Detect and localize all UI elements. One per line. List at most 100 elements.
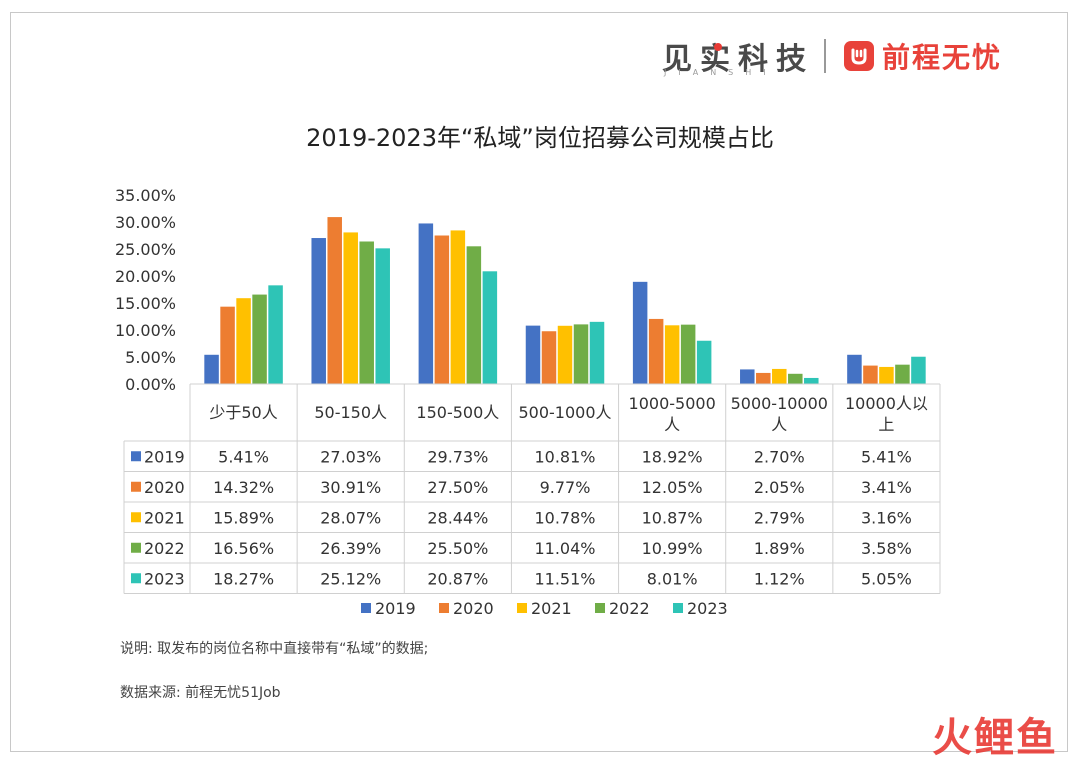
data-label: 25.50% — [427, 539, 488, 558]
bar-2020 — [541, 331, 557, 384]
bar-2021 — [879, 366, 894, 384]
bar-2019 — [418, 223, 434, 384]
bar-2022 — [788, 373, 803, 384]
table-series-marker — [131, 451, 141, 462]
legend-marker — [595, 603, 605, 613]
y-tick-label: 25.00% — [115, 240, 176, 259]
y-tick-label: 0.00% — [125, 375, 176, 394]
legend-label: 2020 — [453, 599, 494, 618]
bar-2020 — [434, 235, 450, 384]
bar-2021 — [450, 230, 466, 384]
data-label: 11.04% — [534, 539, 595, 558]
y-tick-label: 15.00% — [115, 294, 176, 313]
y-tick-label: 10.00% — [115, 321, 176, 340]
bar-2023 — [804, 377, 819, 384]
bar-2021 — [557, 325, 573, 384]
table-series-name: 2023 — [144, 569, 185, 588]
job51-logo-icon — [844, 41, 874, 71]
legend-label: 2019 — [375, 599, 416, 618]
table-series-marker — [131, 573, 141, 584]
bar-2019 — [311, 238, 326, 384]
data-label: 29.73% — [427, 447, 488, 466]
legend-label: 2022 — [609, 599, 650, 618]
bar-2023 — [911, 356, 926, 384]
table-series-name: 2021 — [144, 508, 185, 527]
data-label: 1.12% — [754, 569, 805, 588]
table-series-name: 2020 — [144, 478, 185, 497]
bar-2021 — [664, 325, 680, 384]
bar-2021 — [772, 368, 787, 384]
bar-2019 — [204, 354, 219, 384]
data-label: 16.56% — [213, 539, 274, 558]
table-series-marker — [131, 542, 141, 553]
bar-2020 — [648, 318, 664, 384]
jianshi-logo-text: 见实科技 — [662, 42, 814, 77]
bar-2019 — [740, 369, 755, 384]
bar-2020 — [756, 372, 771, 384]
watermark-logo: 火鲤鱼 — [932, 715, 1058, 761]
y-tick-label: 20.00% — [115, 267, 176, 286]
data-label: 9.77% — [540, 478, 591, 497]
x-tick-label: 500-1000人 — [518, 403, 611, 422]
data-label: 28.07% — [320, 508, 381, 527]
bar-2020 — [863, 365, 878, 384]
data-label: 20.87% — [427, 569, 488, 588]
bar-2020 — [220, 306, 235, 384]
chart-source: 数据来源: 前程无忧51Job — [120, 685, 281, 701]
data-label: 26.39% — [320, 539, 381, 558]
data-label: 25.12% — [320, 569, 381, 588]
y-tick-label: 35.00% — [115, 186, 176, 205]
x-tick-label: 1000-5000 — [629, 394, 716, 413]
data-label: 5.41% — [218, 447, 269, 466]
legend-marker — [673, 603, 683, 613]
brand-separator — [824, 39, 826, 73]
bar-2023 — [589, 321, 605, 384]
data-label: 30.91% — [320, 478, 381, 497]
chart-title: 2019-2023年“私域”岗位招募公司规模占比 — [306, 124, 774, 152]
legend-label: 2023 — [687, 599, 728, 618]
data-label: 10.81% — [534, 447, 595, 466]
data-label: 2.79% — [754, 508, 805, 527]
data-label: 11.51% — [534, 569, 595, 588]
data-label: 10.99% — [642, 539, 703, 558]
data-label: 27.50% — [427, 478, 488, 497]
data-label: 3.16% — [861, 508, 912, 527]
bar-2022 — [466, 246, 482, 384]
chart-note: 说明: 取发布的岗位名称中直接带有“私域”的数据; — [120, 641, 429, 657]
bar-2021 — [343, 232, 358, 384]
data-label: 18.92% — [642, 447, 703, 466]
legend-marker — [439, 603, 449, 613]
bar-2023 — [268, 285, 283, 384]
data-label: 10.78% — [534, 508, 595, 527]
data-label: 12.05% — [642, 478, 703, 497]
x-tick-label: 少于50人 — [209, 403, 277, 422]
table-series-marker — [131, 512, 141, 523]
jianshi-logo-subtext: JIANSHI — [664, 68, 778, 77]
jianshi-logo: 见实科技 JIANSHI — [662, 34, 814, 78]
table-series-marker — [131, 481, 141, 492]
data-label: 3.41% — [861, 478, 912, 497]
data-label: 1.89% — [754, 539, 805, 558]
bar-2023 — [482, 271, 498, 384]
bar-2023 — [696, 340, 712, 384]
y-tick-label: 30.00% — [115, 213, 176, 232]
table-series-name: 2022 — [144, 539, 185, 558]
jianshi-logo-dot — [714, 43, 722, 51]
brand-header: 见实科技 JIANSHI 前程无忧 — [662, 34, 1002, 78]
legend-label: 2021 — [531, 599, 572, 618]
job51-logo-text: 前程无忧 — [882, 41, 1003, 74]
bar-2022 — [573, 324, 589, 384]
bar-2019 — [525, 325, 541, 384]
legend-marker — [361, 603, 371, 613]
data-label: 8.01% — [647, 569, 698, 588]
data-label: 10.87% — [642, 508, 703, 527]
x-tick-label: 5000-10000 — [731, 394, 828, 413]
data-label: 2.70% — [754, 447, 805, 466]
x-tick-label: 150-500人 — [416, 403, 499, 422]
bar-2022 — [895, 364, 910, 384]
y-tick-label: 5.00% — [125, 348, 176, 367]
data-label: 14.32% — [213, 478, 274, 497]
data-label: 2.05% — [754, 478, 805, 497]
data-label: 5.41% — [861, 447, 912, 466]
